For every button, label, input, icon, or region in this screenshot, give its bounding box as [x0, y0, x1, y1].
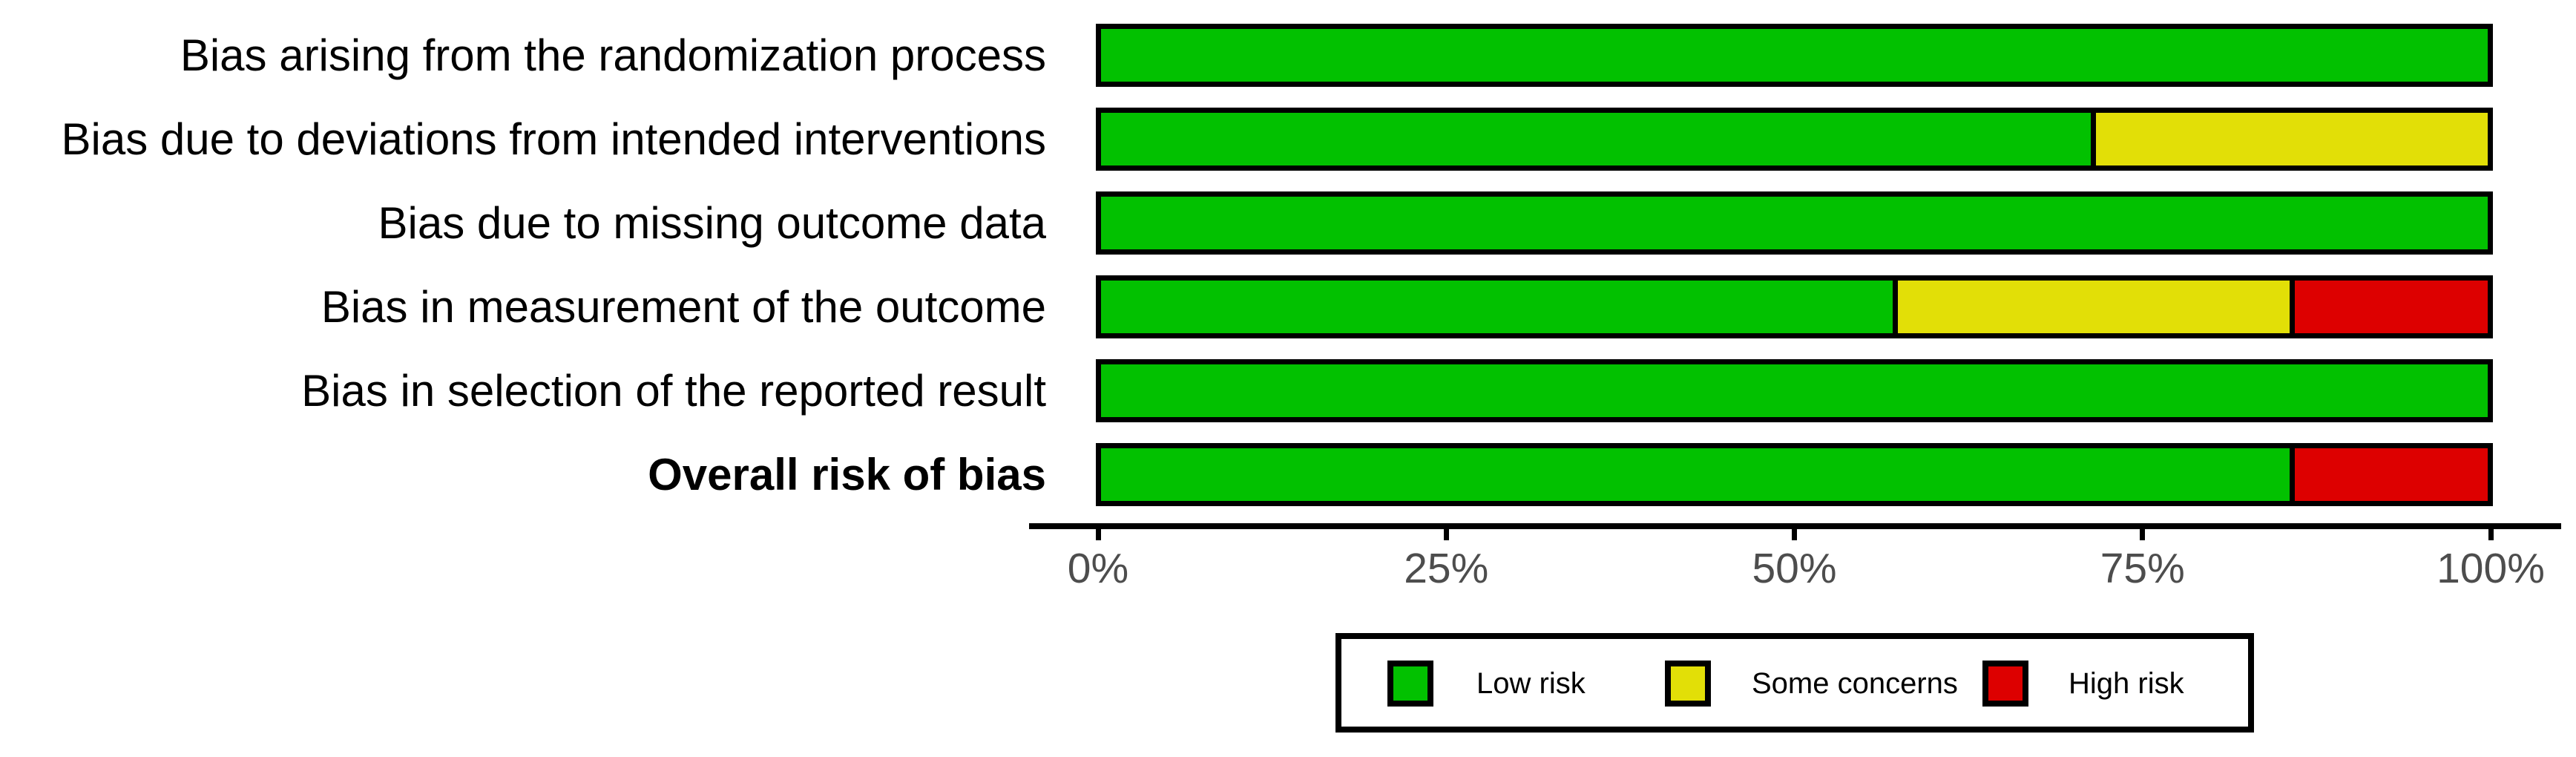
stacked-bar — [1096, 24, 2493, 87]
x-axis-tick-mark — [1095, 529, 1101, 540]
bar-segment-high — [2289, 281, 2488, 333]
x-axis-tick-label: 50% — [1752, 545, 1837, 592]
row-label: Bias arising from the randomization proc… — [180, 30, 1046, 80]
x-axis-tick-mark — [1443, 529, 1449, 540]
legend-key-some-concerns — [1665, 661, 1711, 707]
bar-segment-low — [1101, 113, 2092, 166]
x-axis-tick-label: 0% — [1067, 545, 1129, 592]
x-axis-tick-label: 100% — [2437, 545, 2545, 592]
x-axis-tick-mark — [1792, 529, 1797, 540]
bar-segment-low — [1101, 281, 1893, 333]
stacked-bar — [1096, 359, 2493, 422]
row-label: Bias in selection of the reported result — [301, 366, 1046, 416]
x-axis-tick-label: 75% — [2100, 545, 2185, 592]
x-axis-line — [1029, 523, 2561, 529]
x-axis-tick-label: 25% — [1404, 545, 1489, 592]
x-axis-tick-mark — [2140, 529, 2146, 540]
legend-key-low-risk — [1387, 661, 1433, 707]
bar-segment-some_concerns — [2091, 113, 2488, 166]
bar-segment-low — [1101, 197, 2488, 249]
bar-segment-low — [1101, 364, 2488, 417]
row-label: Bias due to missing outcome data — [378, 198, 1047, 248]
stacked-bar — [1096, 191, 2493, 255]
row-label: Bias due to deviations from intended int… — [61, 114, 1046, 164]
legend-key-high-risk — [1982, 661, 2028, 707]
bar-segment-some_concerns — [1893, 281, 2290, 333]
legend-label-some-concerns: Some concerns — [1752, 667, 1958, 700]
legend: Low risk Some concerns High risk — [1335, 633, 2254, 733]
stacked-bar — [1096, 108, 2493, 171]
stacked-bar — [1096, 275, 2493, 338]
row-label: Overall risk of bias — [648, 450, 1046, 499]
bar-segment-low — [1101, 29, 2488, 82]
legend-label-high-risk: High risk — [2069, 667, 2184, 700]
legend-label-low-risk: Low risk — [1476, 667, 1586, 700]
x-axis-tick-mark — [2488, 529, 2494, 540]
row-label: Bias in measurement of the outcome — [321, 282, 1046, 332]
bar-segment-high — [2289, 448, 2488, 501]
bar-segment-low — [1101, 448, 2290, 501]
stacked-bar — [1096, 443, 2493, 506]
